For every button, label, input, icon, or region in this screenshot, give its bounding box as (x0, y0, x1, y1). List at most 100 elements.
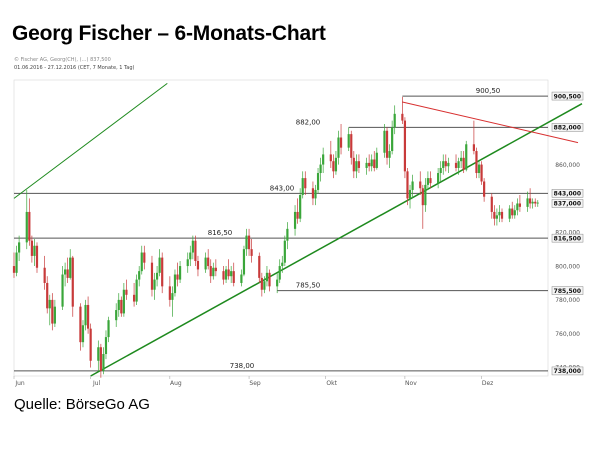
candle-body (332, 161, 335, 172)
candle-body (173, 274, 177, 294)
grid (13, 79, 549, 377)
candle-body (355, 161, 358, 172)
candle-body (153, 279, 156, 290)
candle-body (480, 164, 483, 182)
candles (12, 96, 539, 378)
candle-body (426, 178, 430, 185)
candle-body (115, 310, 118, 321)
candle-body (457, 161, 460, 168)
candle-body (245, 235, 248, 250)
candle-body (178, 266, 182, 280)
candle-body (375, 152, 378, 168)
candle-body (214, 267, 217, 272)
candle-body (322, 154, 325, 165)
price-box (551, 91, 584, 101)
candle-body (442, 161, 445, 168)
candle-body (508, 208, 511, 219)
candle-body (447, 162, 450, 167)
candle-body (155, 272, 159, 280)
candle-body (268, 272, 271, 287)
candle-body (403, 120, 407, 172)
candle-body (150, 262, 154, 290)
candle-body (368, 162, 371, 167)
y-tick-label: 780,000 (555, 297, 580, 304)
candle-body (69, 257, 72, 278)
candle-body (370, 159, 373, 167)
candle-body (283, 240, 286, 263)
horizontal-levels: 900,50 882,00 843,00 816,50 785,50 738,00 (14, 87, 548, 372)
y-tick-label: 882,000 (554, 125, 581, 132)
y-tick-label: 843,000 (554, 191, 581, 198)
price-box (551, 366, 584, 376)
candle-body (107, 320, 110, 338)
x-tick-label: Dez (482, 380, 493, 387)
candle-body (194, 240, 197, 261)
trend-line-support (90, 103, 583, 377)
candle-body (189, 252, 192, 260)
candle-body (207, 257, 210, 267)
candle-body (276, 279, 279, 287)
candle-body (493, 211, 496, 219)
candle-body (117, 299, 120, 311)
candle-body (18, 242, 21, 253)
candle-body (337, 137, 340, 158)
date-range-info: 01.06.2016 - 27.12.2016 (CET, 7 Monate, … (14, 65, 135, 71)
candle-body (15, 252, 18, 273)
candle-body (186, 259, 189, 267)
candle-body (86, 304, 90, 329)
candle-body (247, 235, 251, 250)
candle-body (286, 228, 289, 241)
candle-body (143, 252, 146, 263)
candle-body (339, 137, 343, 148)
candle-body (51, 299, 54, 324)
x-tick-label: Aug (170, 380, 182, 387)
candle-body (132, 294, 136, 302)
candle-body (301, 178, 304, 196)
candle-body (429, 178, 432, 184)
candle-body (161, 257, 164, 287)
candle-body (385, 130, 389, 158)
candle-body (393, 113, 396, 128)
candle-body (258, 255, 261, 278)
candle-body (81, 325, 85, 343)
candle-body (140, 252, 143, 272)
price-box (551, 199, 584, 208)
candle-body (316, 173, 320, 190)
candle-body (391, 127, 394, 152)
candle-body (490, 196, 493, 212)
candle-body (296, 211, 299, 219)
candle-body (454, 162, 458, 168)
candle-body (334, 157, 338, 172)
chart-title: Georg Fischer – 6-Monats-Chart (12, 22, 326, 45)
candle-body (365, 162, 368, 168)
trend-line-upper-channel (13, 82, 168, 199)
price-box (551, 286, 584, 295)
candle-body (250, 249, 253, 256)
candle-body (304, 178, 307, 189)
candle-body (421, 188, 424, 206)
candle-body (406, 171, 409, 199)
candle-body (71, 257, 74, 307)
candle-body (475, 151, 478, 174)
x-tick-label: Jul (92, 380, 101, 387)
y-tick-label: 800,000 (555, 263, 580, 270)
candle-body (224, 269, 228, 280)
y-tick-label: 785,500 (554, 288, 581, 295)
candle-body (204, 257, 207, 270)
candle-body (419, 181, 422, 189)
candle-body (472, 144, 476, 152)
price-box (551, 233, 584, 243)
candle-body (357, 161, 361, 168)
price-box (551, 189, 584, 198)
source-credit: Quelle: BörseGo AG (14, 396, 150, 413)
candle-body (401, 113, 404, 121)
candle-body (53, 306, 56, 324)
candle-body (439, 167, 442, 174)
candle-body (408, 189, 412, 199)
candle-body (212, 267, 215, 277)
x-tick-label: Nov (405, 380, 417, 387)
candle-body (444, 161, 447, 167)
candle-body (120, 299, 123, 314)
candle-body (176, 274, 179, 280)
